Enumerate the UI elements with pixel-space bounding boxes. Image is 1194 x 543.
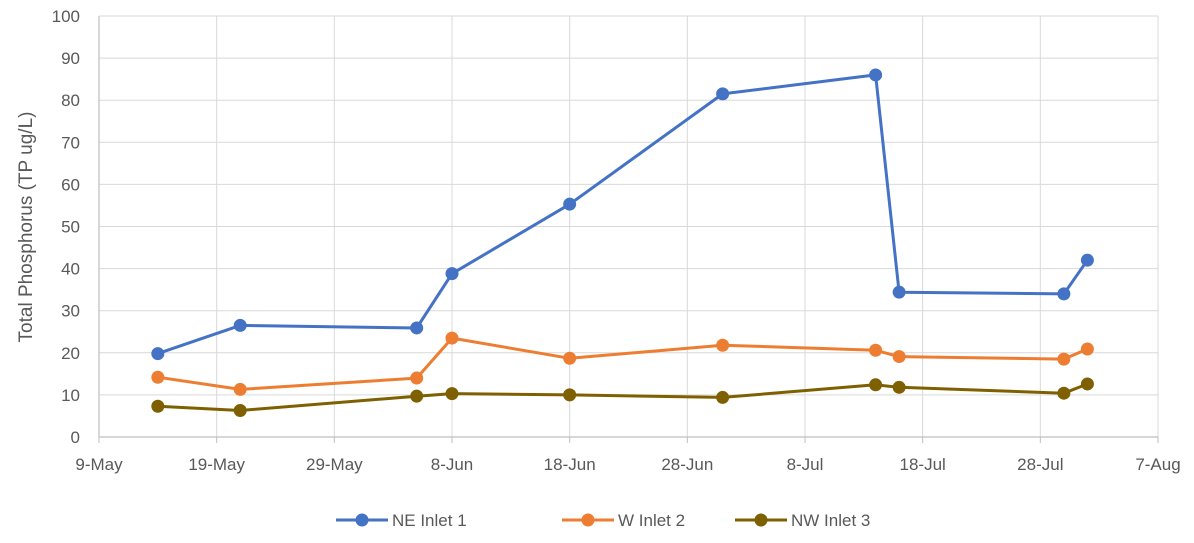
data-point xyxy=(1080,253,1094,267)
data-point xyxy=(1080,342,1094,356)
legend-marker xyxy=(581,513,595,527)
y-tick-label: 100 xyxy=(52,7,80,26)
series-0 xyxy=(151,68,1094,361)
data-point xyxy=(563,351,577,365)
data-point xyxy=(445,387,459,401)
data-point xyxy=(233,318,247,332)
y-tick-label: 10 xyxy=(61,386,80,405)
legend-label: W Inlet 2 xyxy=(618,511,685,530)
data-point xyxy=(445,331,459,345)
x-tick-label: 19-May xyxy=(188,455,245,474)
y-tick-label: 0 xyxy=(71,428,80,447)
data-point xyxy=(410,321,424,335)
axes: 0 10 20 30 40 50 60 70 80 90 100 9-May 19-May 29-May 8… xyxy=(52,7,1181,474)
x-tick-label: 8-Jul xyxy=(787,455,824,474)
x-tick-label: 28-Jul xyxy=(1017,455,1063,474)
data-point xyxy=(151,347,165,361)
data-point xyxy=(1057,386,1071,400)
series-1 xyxy=(151,331,1094,396)
x-tick-label: 7-Aug xyxy=(1135,455,1180,474)
data-point xyxy=(410,389,424,403)
data-point xyxy=(716,390,730,404)
y-tick-label: 40 xyxy=(61,260,80,279)
legend-entry: NE Inlet 1 xyxy=(336,511,467,530)
data-point xyxy=(1057,287,1071,301)
series-line xyxy=(157,73,1089,356)
legend-marker xyxy=(355,513,369,527)
series-line xyxy=(157,382,1088,412)
legend-entry: W Inlet 2 xyxy=(562,511,685,530)
y-tick-label: 70 xyxy=(61,133,80,152)
y-tick-label: 60 xyxy=(61,175,80,194)
x-tick-label: 18-Jul xyxy=(900,455,946,474)
data-point xyxy=(1080,377,1094,391)
data-point xyxy=(869,343,883,357)
data-point xyxy=(233,403,247,417)
data-point xyxy=(151,399,165,413)
data-point xyxy=(233,382,247,396)
data-point xyxy=(892,285,906,299)
legend: NE Inlet 1 W Inlet 2 NW Inlet 3 xyxy=(336,511,870,530)
series-lines xyxy=(151,68,1094,417)
legend-entry: NW Inlet 3 xyxy=(735,511,870,530)
x-tick-label: 29-May xyxy=(306,455,363,474)
series-2 xyxy=(151,377,1094,417)
data-point xyxy=(563,197,577,211)
data-point xyxy=(410,371,424,385)
legend-marker xyxy=(754,513,768,527)
y-tick-label: 30 xyxy=(61,302,80,321)
y-tick-label: 80 xyxy=(61,91,80,110)
data-point xyxy=(563,388,577,402)
data-point xyxy=(892,350,906,364)
data-point xyxy=(716,338,730,352)
gridlines xyxy=(98,15,1159,438)
legend-label: NW Inlet 3 xyxy=(791,511,870,530)
y-tick-label: 90 xyxy=(61,49,80,68)
series-line xyxy=(157,336,1088,391)
y-axis-title: Total Phosphorus (TP ug/L) xyxy=(16,112,37,343)
data-point xyxy=(1057,352,1071,366)
x-tick-label: 8-Jun xyxy=(431,455,474,474)
y-tick-label: 20 xyxy=(61,344,80,363)
data-point xyxy=(151,370,165,384)
data-point xyxy=(716,87,730,101)
y-tick-label: 50 xyxy=(61,218,80,237)
data-point xyxy=(445,267,459,281)
x-tick-label: 28-Jun xyxy=(661,455,713,474)
x-tick-label: 9-May xyxy=(75,455,123,474)
data-point xyxy=(869,378,883,392)
x-tick-label: 18-Jun xyxy=(544,455,596,474)
legend-label: NE Inlet 1 xyxy=(392,511,467,530)
data-point xyxy=(869,68,883,82)
data-point xyxy=(892,380,906,394)
